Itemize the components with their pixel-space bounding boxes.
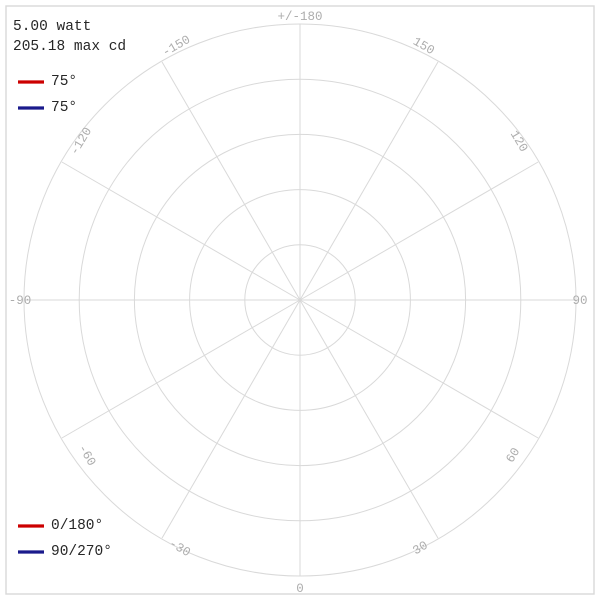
svg-text:+/-180: +/-180 <box>277 10 322 24</box>
svg-text:90: 90 <box>572 294 587 308</box>
svg-text:0: 0 <box>296 582 304 596</box>
svg-text:-90: -90 <box>9 294 32 308</box>
